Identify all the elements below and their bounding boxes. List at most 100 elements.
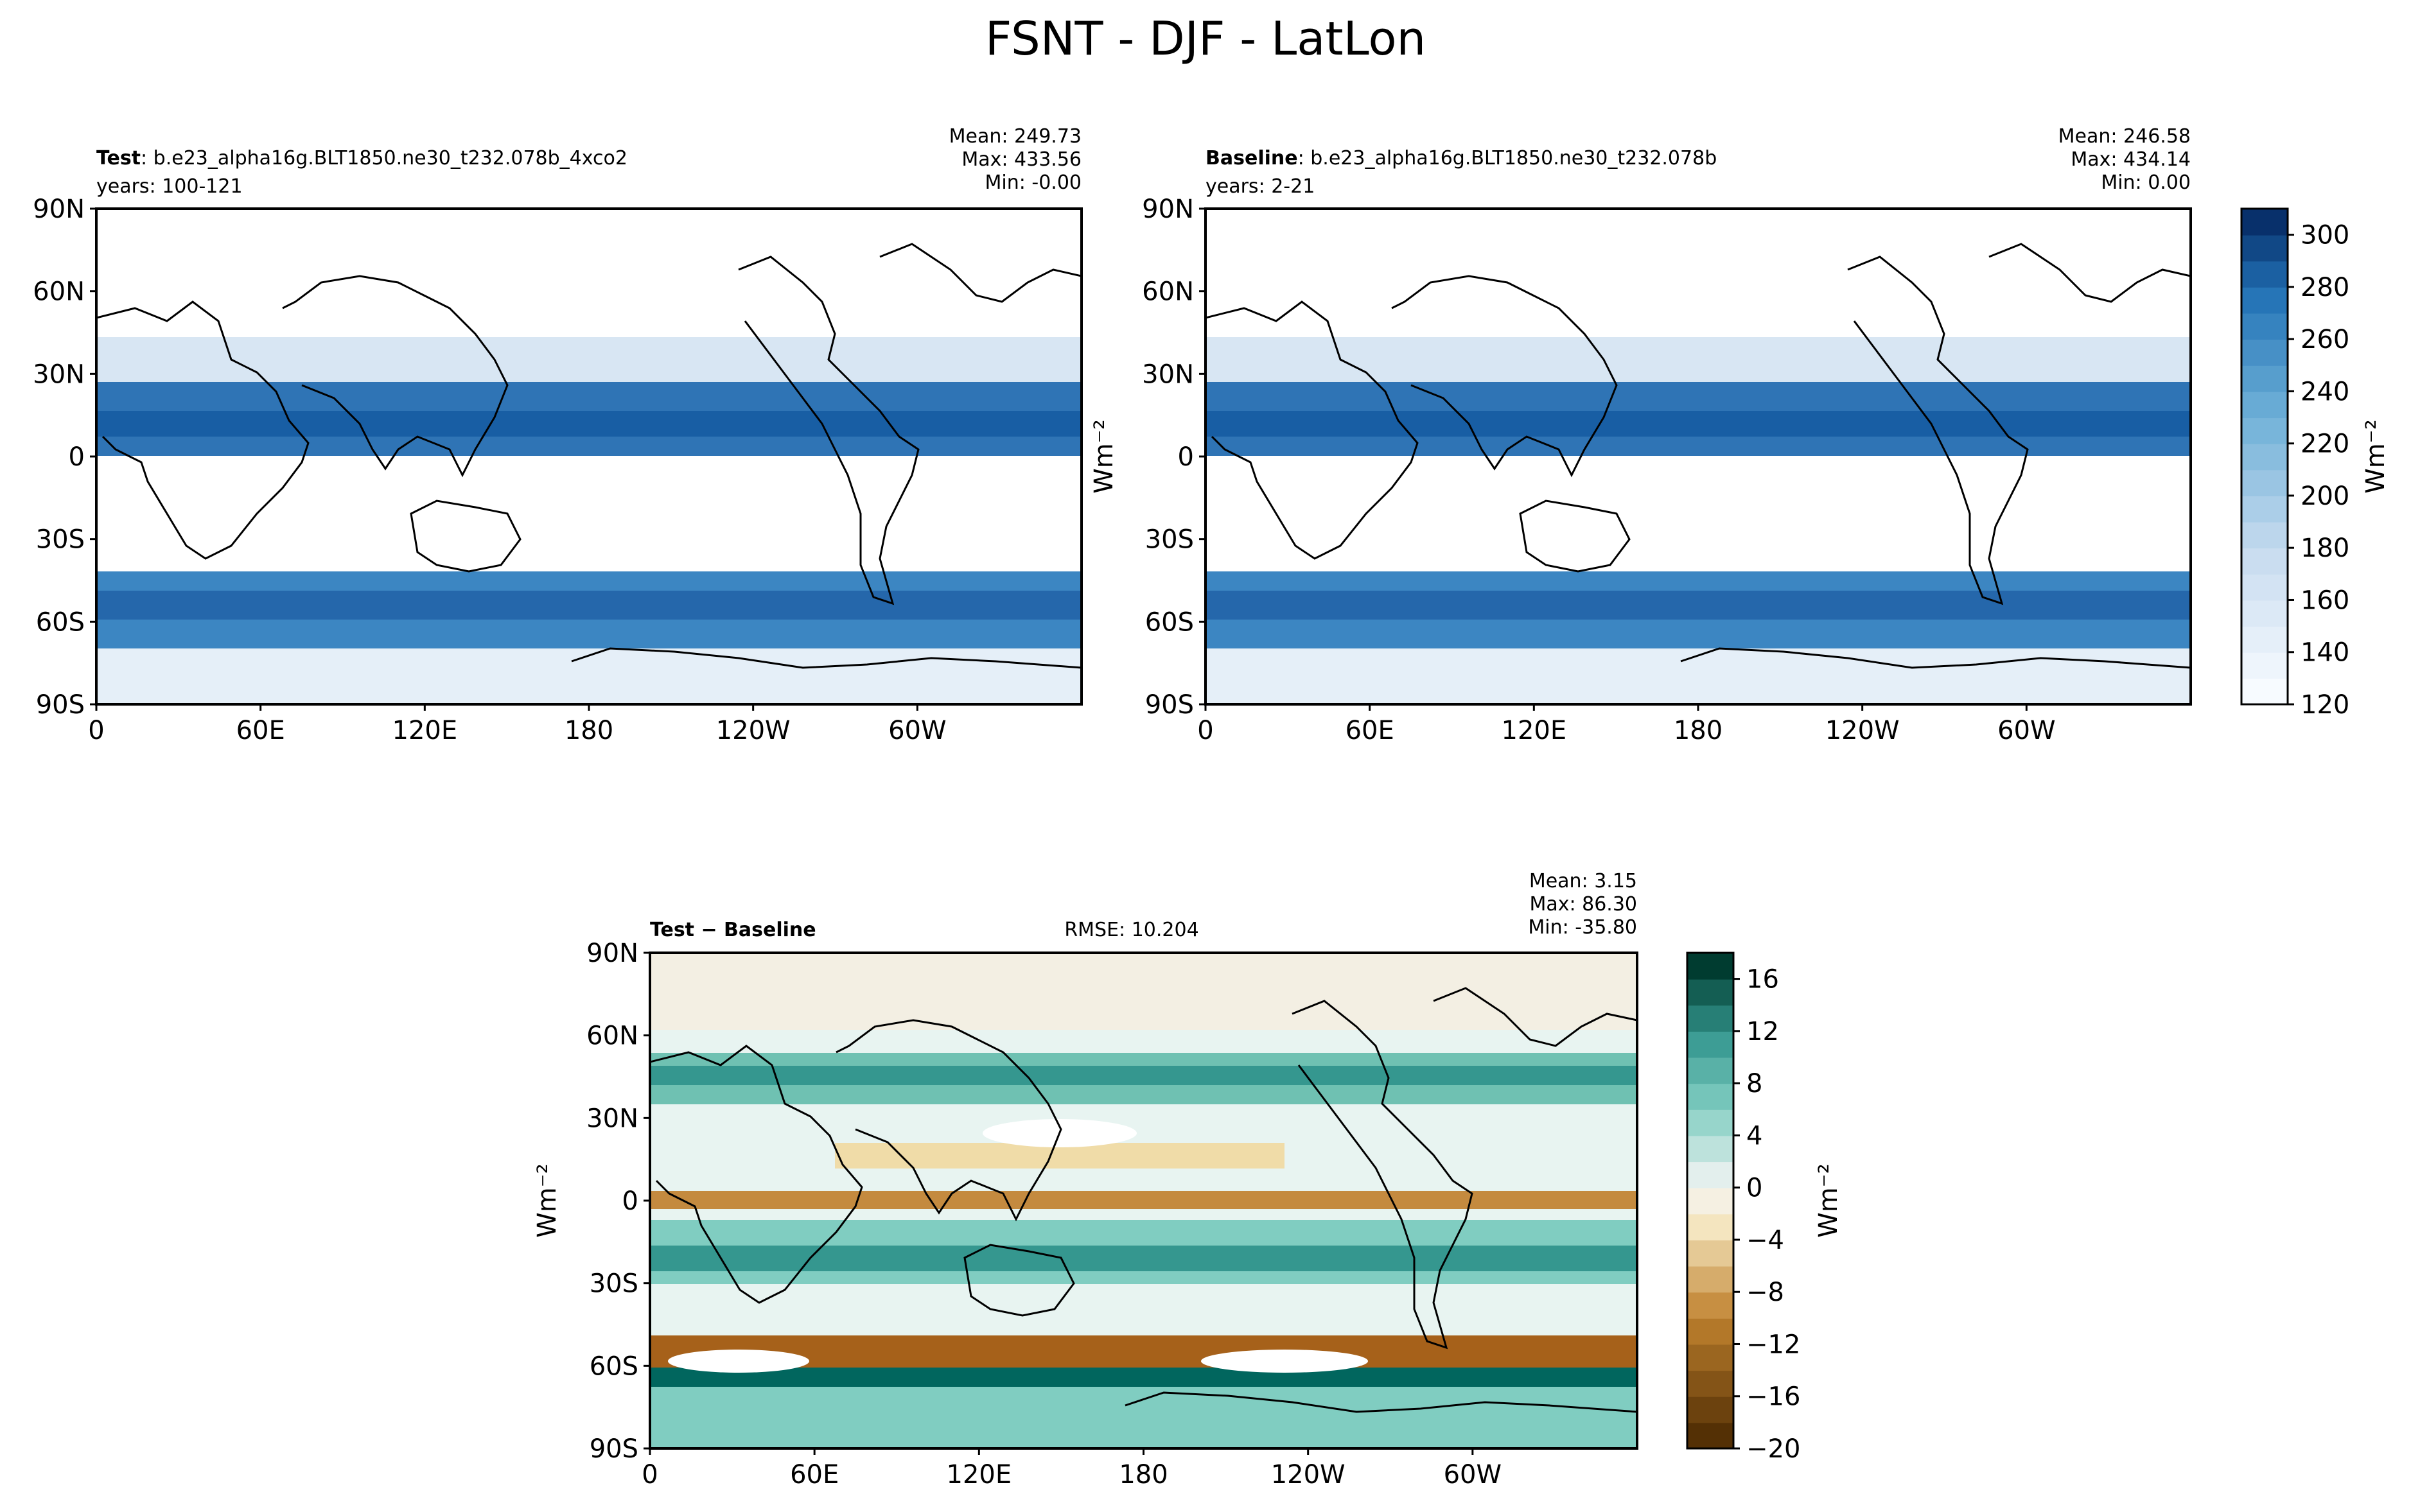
y-tick-label: 0 bbox=[69, 442, 85, 472]
x-axis-ticks: 0 60E 120E 180 120W 60W bbox=[642, 1448, 1502, 1490]
colorbar-swatch bbox=[1687, 1317, 1733, 1345]
colorbar-tick-label: 140 bbox=[2301, 638, 2349, 668]
colorbar-tick-label: 0 bbox=[1746, 1174, 1762, 1203]
x-tick-label: 60W bbox=[1997, 716, 2055, 745]
x-tick-label: 120E bbox=[1502, 716, 1567, 745]
colorbar-swatch bbox=[2241, 286, 2288, 314]
saturated-patch bbox=[1201, 1350, 1368, 1373]
y-tick-label: 60N bbox=[586, 1021, 638, 1051]
southern-ocean-dark bbox=[650, 1368, 1637, 1387]
colorbar-swatch bbox=[1687, 1292, 1733, 1319]
colorbar-tick-label: 300 bbox=[2301, 221, 2349, 250]
stat-max: Max: 434.14 bbox=[2071, 148, 2191, 171]
x-tick-label: 120E bbox=[947, 1460, 1012, 1490]
colorbar-swatch bbox=[2241, 365, 2288, 392]
y-tick-label: 0 bbox=[622, 1186, 638, 1216]
colorbar-sequential: 120 140 160 180 200 220 240 260 280 300 Wm⁻² bbox=[2240, 207, 2390, 720]
y-tick-label: 30S bbox=[36, 525, 85, 555]
colorbar-tick-label: 280 bbox=[2301, 273, 2349, 302]
colorbar-swatch bbox=[1687, 1396, 1733, 1423]
southern-ocean-dark bbox=[96, 591, 1082, 620]
colorbar-swatch bbox=[2241, 417, 2288, 444]
colorbar-swatch bbox=[2241, 521, 2288, 549]
colorbar-tick-label: 16 bbox=[1746, 965, 1779, 995]
coastlines bbox=[650, 987, 1637, 1413]
arctic-band bbox=[650, 953, 1637, 1030]
colorbar-swatch bbox=[1687, 1161, 1733, 1188]
x-tick-label: 0 bbox=[642, 1460, 658, 1490]
colorbar-swatch bbox=[1687, 1109, 1733, 1136]
y-tick-label: 90N bbox=[33, 195, 85, 224]
colorbar-diverging: 16 12 8 4 0 −4 −8 −12 −16 −20 Wm⁻² bbox=[1686, 952, 1843, 1464]
y-axis-label: Wm⁻² bbox=[1089, 419, 1119, 494]
y-tick-label: 0 bbox=[1178, 442, 1194, 472]
y-tick-label: 60S bbox=[36, 607, 85, 637]
saturated-patch bbox=[668, 1350, 809, 1373]
southern-ocean-dark bbox=[1206, 591, 2191, 620]
x-tick-label: 60E bbox=[1346, 716, 1394, 745]
stat-min: Min: 0.00 bbox=[2101, 171, 2191, 194]
colorbar-tick-label: −16 bbox=[1746, 1382, 1800, 1412]
coastlines bbox=[96, 243, 1082, 669]
x-tick-label: 120W bbox=[1825, 716, 1900, 745]
colorbar-tick-label: 200 bbox=[2301, 482, 2349, 511]
panel-label: Test − Baseline bbox=[650, 919, 816, 941]
subtropic-fade bbox=[96, 337, 1082, 388]
map-field bbox=[1206, 209, 2191, 704]
y-tick-label: 90N bbox=[586, 939, 638, 968]
colorbar-tick-label: −4 bbox=[1746, 1226, 1784, 1255]
y-axis-ticks: 90N 60N 30N 0 30S 60S 90S bbox=[1142, 195, 1206, 720]
y-tick-label: 30N bbox=[586, 1104, 638, 1133]
colorbar-swatch bbox=[2241, 678, 2288, 705]
stat-mean: Mean: 246.58 bbox=[2058, 125, 2191, 148]
colorbar-tick-label: −20 bbox=[1746, 1434, 1800, 1464]
x-tick-label: 120E bbox=[392, 716, 458, 745]
y-tick-label: 90S bbox=[36, 690, 85, 720]
colorbar-frame bbox=[2240, 207, 2289, 706]
colorbar-tick-label: 12 bbox=[1746, 1017, 1779, 1047]
colorbar-label: Wm⁻² bbox=[1814, 1163, 1843, 1238]
panel-label-run: : b.e23_alpha16g.BLT1850.ne30_t232.078b_… bbox=[141, 147, 627, 169]
y-axis-label: Wm⁻² bbox=[532, 1163, 562, 1238]
colorbar-swatch bbox=[1687, 1239, 1733, 1267]
panel-label-bold: Baseline bbox=[1206, 147, 1298, 169]
equator-brown bbox=[650, 1191, 1637, 1209]
arctic-band bbox=[96, 209, 1082, 337]
colorbar-swatch bbox=[1687, 1135, 1733, 1163]
x-tick-label: 120W bbox=[716, 716, 791, 745]
x-tick-label: 0 bbox=[1197, 716, 1213, 745]
diff-panel: Test − Baseline RMSE: 10.204 Mean: 3.15 … bbox=[532, 870, 1638, 1490]
x-axis-ticks: 0 60E 120E 180 120W 60W bbox=[1197, 704, 2056, 745]
stat-max: Max: 86.30 bbox=[1529, 893, 1637, 916]
colorbar-tick-label: 240 bbox=[2301, 377, 2349, 406]
y-axis-ticks: 90N 60N 30N 0 30S 60S 90S bbox=[33, 195, 96, 720]
colorbar-tick-label: −12 bbox=[1746, 1330, 1800, 1359]
colorbar-swatch bbox=[1687, 1422, 1733, 1449]
y-tick-label: 90S bbox=[1145, 690, 1194, 720]
baseline-panel: Baseline: b.e23_alpha16g.BLT1850.ne30_t2… bbox=[1089, 125, 2192, 745]
y-tick-label: 90N bbox=[1142, 195, 1194, 224]
y-tick-label: 30N bbox=[33, 360, 85, 389]
colorbar-swatch bbox=[1687, 1030, 1733, 1058]
y-tick-label: 60N bbox=[33, 277, 85, 307]
test-panel: Test: b.e23_alpha16g.BLT1850.ne30_t232.0… bbox=[33, 125, 1083, 745]
x-tick-label: 0 bbox=[88, 716, 104, 745]
colorbar-swatch bbox=[2241, 548, 2288, 575]
tropics-dark-band bbox=[1206, 411, 2191, 437]
colorbar-tick-label: 4 bbox=[1746, 1121, 1762, 1151]
x-tick-label: 180 bbox=[565, 716, 613, 745]
antarctic-band bbox=[96, 648, 1082, 704]
x-tick-label: 120W bbox=[1271, 1460, 1346, 1490]
colorbar-tick-label: 180 bbox=[2301, 534, 2349, 563]
colorbar-swatch bbox=[1687, 953, 1733, 980]
colorbar-swatch bbox=[1687, 1344, 1733, 1371]
colorbar-swatch bbox=[2241, 209, 2288, 236]
colorbar-swatches bbox=[2241, 209, 2288, 705]
y-tick-label: 30S bbox=[1145, 525, 1194, 555]
colorbar-swatch bbox=[1687, 1187, 1733, 1215]
colorbar-swatch bbox=[2241, 339, 2288, 366]
colorbar-swatch bbox=[1687, 978, 1733, 1006]
colorbar-tick-label: −8 bbox=[1746, 1278, 1784, 1307]
x-tick-label: 180 bbox=[1119, 1460, 1168, 1490]
